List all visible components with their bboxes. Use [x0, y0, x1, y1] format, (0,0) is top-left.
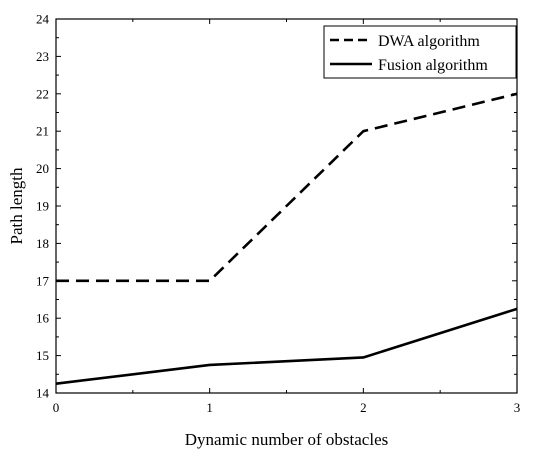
legend: DWA algorithm Fusion algorithm [323, 25, 517, 79]
x-tick-label: 1 [206, 400, 213, 415]
legend-fusion-label: Fusion algorithm [378, 57, 488, 74]
y-tick-label: 14 [36, 386, 50, 401]
y-tick-label: 24 [36, 12, 50, 27]
x-tick-label: 0 [53, 400, 60, 415]
y-tick-label: 15 [36, 348, 49, 363]
y-tick-label: 17 [36, 273, 50, 288]
series-line-fusion [55, 307, 518, 385]
y-tick-label: 22 [36, 86, 49, 101]
y-tick-label: 16 [36, 311, 50, 326]
x-axis-title: Dynamic number of obstacles [185, 430, 388, 449]
y-tick-label: 20 [36, 161, 49, 176]
series-line-dwa [56, 92, 518, 283]
x-tick-label: 3 [514, 400, 521, 415]
legend-dwa-label: DWA algorithm [378, 33, 480, 50]
y-tick-label: 19 [36, 199, 49, 214]
series-lines [55, 92, 518, 385]
y-tick-label: 23 [36, 49, 49, 64]
legend-box [323, 25, 517, 79]
y-axis-title: Path length [7, 167, 26, 244]
x-tick-label: 2 [360, 400, 367, 415]
y-tick-label: 18 [36, 236, 49, 251]
y-tick-label: 21 [36, 124, 49, 139]
